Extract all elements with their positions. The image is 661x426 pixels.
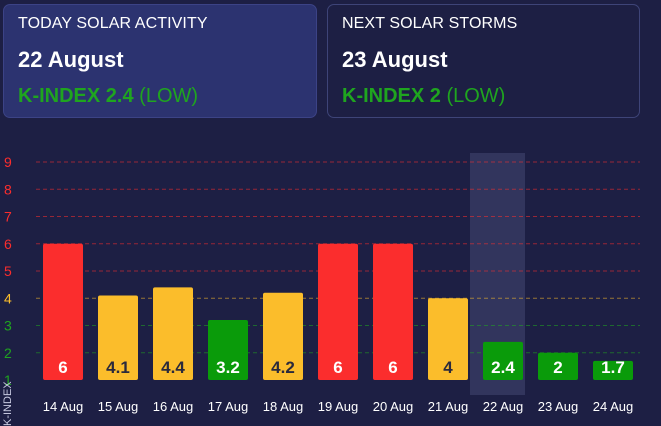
bar-14-aug xyxy=(43,243,83,380)
next-kindex: K-INDEX 2 (LOW) xyxy=(342,85,625,108)
x-tick-label: 22 Aug xyxy=(483,399,524,414)
next-storms-card: NEXT SOLAR STORMS 23 August K-INDEX 2 (L… xyxy=(327,4,640,118)
x-tick-label: 21 Aug xyxy=(428,399,469,414)
bar-18-aug xyxy=(263,292,303,380)
x-tick-label: 20 Aug xyxy=(373,399,414,414)
bar-value-label: 1.7 xyxy=(601,358,625,377)
x-tick-label: 15 Aug xyxy=(98,399,139,414)
bar-22-aug xyxy=(483,341,523,380)
next-kindex-level: (LOW) xyxy=(446,85,506,107)
y-tick-label-5: 5 xyxy=(4,263,12,279)
y-tick-label-2: 2 xyxy=(4,345,12,361)
y-tick-label-7: 7 xyxy=(4,209,12,225)
bar-24-aug xyxy=(593,360,633,380)
bar-value-label: 4 xyxy=(443,358,453,377)
next-date: 23 August xyxy=(342,47,448,72)
bar-value-label: 4.4 xyxy=(161,358,185,377)
x-tick-label: 23 Aug xyxy=(538,399,579,414)
y-tick-label-8: 8 xyxy=(4,181,12,197)
bar-19-aug xyxy=(318,243,358,380)
x-tick-label: 19 Aug xyxy=(318,399,359,414)
bar-value-label: 6 xyxy=(333,358,342,377)
today-kindex-value: K-INDEX 2.4 xyxy=(18,85,134,107)
y-tick-label-1: 1 xyxy=(4,372,12,388)
bar-15-aug xyxy=(98,295,138,380)
today-activity-card: TODAY SOLAR ACTIVITY 22 August K-INDEX 2… xyxy=(3,4,317,118)
bar-value-label: 2 xyxy=(553,358,562,377)
x-tick-label: 17 Aug xyxy=(208,399,249,414)
bar-value-label: 2.4 xyxy=(491,358,515,377)
bar-value-label: 4.1 xyxy=(106,358,130,377)
bar-value-label: 4.2 xyxy=(271,358,295,377)
today-date: 22 August xyxy=(18,47,124,72)
x-tick-label: 24 Aug xyxy=(593,399,634,414)
next-kindex-value: K-INDEX 2 xyxy=(342,85,441,107)
y-tick-label-9: 9 xyxy=(4,154,12,170)
next-heading: NEXT SOLAR STORMS xyxy=(342,15,518,32)
today-heading: TODAY SOLAR ACTIVITY xyxy=(18,15,208,32)
y-axis-label: K-INDEX xyxy=(2,381,14,426)
x-tick-label: 18 Aug xyxy=(263,399,304,414)
bar-23-aug xyxy=(538,352,578,380)
bar-20-aug xyxy=(373,243,413,380)
bar-16-aug xyxy=(153,287,193,380)
bar-value-label: 3.2 xyxy=(216,358,240,377)
bar-value-label: 6 xyxy=(388,358,397,377)
y-tick-label-4: 4 xyxy=(4,290,12,306)
y-tick-label-6: 6 xyxy=(4,236,12,252)
bar-21-aug xyxy=(428,298,468,380)
x-tick-label: 14 Aug xyxy=(43,399,84,414)
y-tick-label-3: 3 xyxy=(4,318,12,334)
bar-17-aug xyxy=(208,320,248,380)
x-tick-label: 16 Aug xyxy=(153,399,194,414)
bar-value-label: 6 xyxy=(58,358,67,377)
today-kindex-level: (LOW) xyxy=(139,85,199,107)
today-kindex: K-INDEX 2.4 (LOW) xyxy=(18,85,302,108)
